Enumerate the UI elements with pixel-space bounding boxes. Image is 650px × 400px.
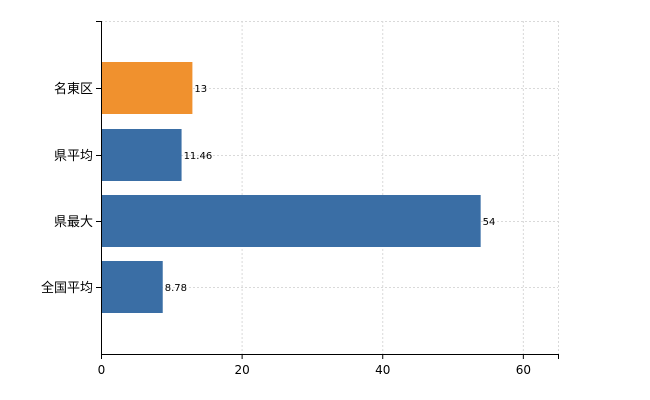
bar [102,261,163,313]
bars [102,62,481,313]
data-label: 54 [483,217,496,228]
x-tick-label: 60 [516,363,531,377]
x-tick-label: 20 [234,363,249,377]
category-label: 名東区 [54,81,93,97]
category-label: 県最大 [54,215,93,230]
bar [102,195,481,247]
category-label: 県平均 [54,149,93,164]
x-tick-label: 40 [375,363,390,377]
bar [102,62,193,114]
x-ticks: 0 20 40 60 [96,21,559,377]
data-label: 13 [194,84,207,95]
data-labels: 13 11.46 54 8.78 [165,84,496,294]
data-label: 11.46 [184,151,213,162]
x-tick-label: 0 [98,363,106,377]
data-label: 8.78 [165,283,187,294]
bar [102,129,182,181]
category-label: 全国平均 [41,280,93,296]
